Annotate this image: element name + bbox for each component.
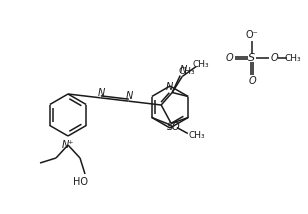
Text: HO: HO [72,177,87,187]
Text: CH₃: CH₃ [193,60,209,69]
Text: N⁺: N⁺ [62,140,74,150]
Text: N: N [98,88,105,98]
Text: N: N [126,91,133,101]
Text: CH₃: CH₃ [285,54,301,62]
Text: S: S [249,53,256,63]
Text: O: O [225,53,233,63]
Text: S: S [167,122,173,131]
Text: O: O [248,76,256,86]
Text: O: O [270,53,278,63]
Text: O: O [172,122,180,131]
Text: O⁻: O⁻ [245,30,258,40]
Text: CH₃: CH₃ [188,131,205,140]
Text: N: N [180,64,187,74]
Text: N: N [166,82,173,92]
Text: CH₃: CH₃ [179,67,196,76]
